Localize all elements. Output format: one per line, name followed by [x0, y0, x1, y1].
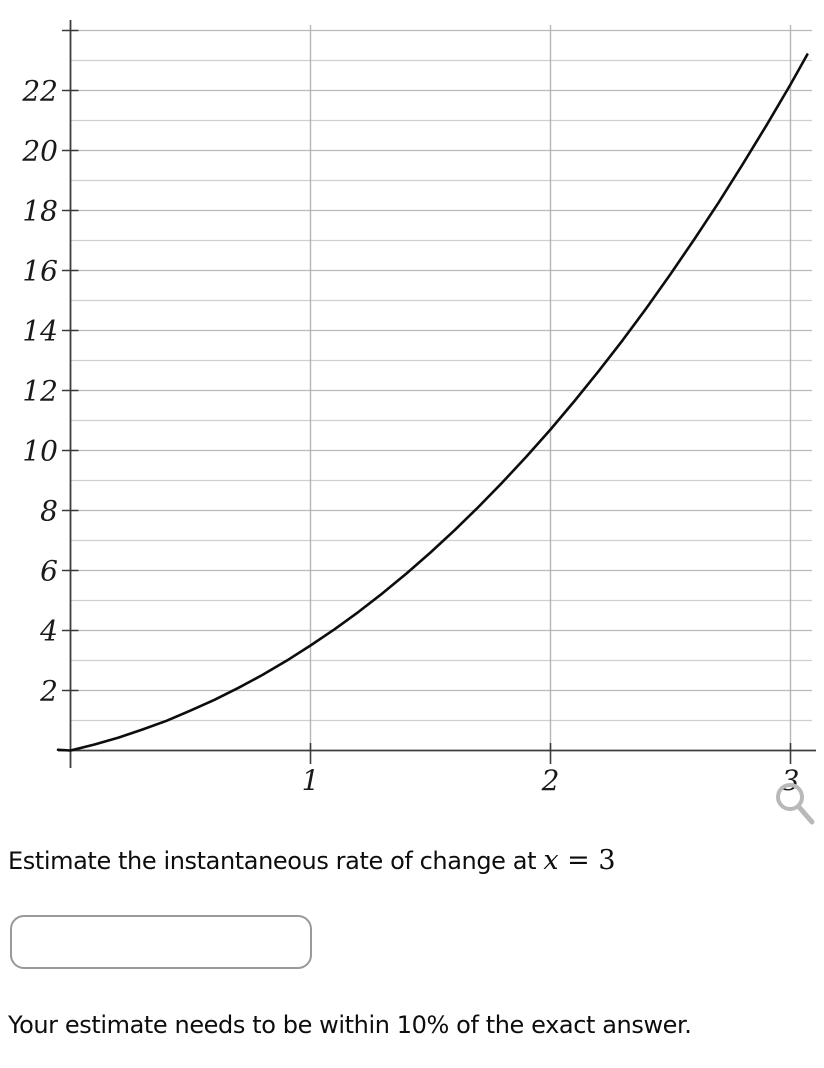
y-tick-label: 4: [39, 615, 58, 648]
y-tick-label: 8: [40, 495, 58, 528]
question-prompt: Estimate the instantaneous rate of chang…: [8, 845, 808, 876]
y-tick-label: 20: [21, 135, 58, 168]
y-tick-label: 18: [22, 195, 58, 228]
y-tick-label: 14: [22, 315, 58, 348]
x-tick-label: 2: [541, 764, 560, 797]
function-graph: 2 4 6 8 10 12 14 16 18 20 22 1 2 3: [21, 20, 816, 825]
y-tick-label: 10: [22, 435, 58, 468]
y-tick-label: 16: [22, 255, 58, 288]
x-tick-label: 3: [782, 764, 800, 797]
y-tick-label: 12: [22, 375, 58, 408]
x-tick-label: 1: [302, 764, 320, 797]
answer-input[interactable]: [10, 915, 312, 969]
y-tick-label: 6: [40, 555, 58, 588]
y-tick-label: 2: [39, 675, 58, 708]
math-variable: x: [543, 845, 559, 876]
prompt-text: Estimate the instantaneous rate of chang…: [8, 847, 544, 875]
tolerance-note: Your estimate needs to be within 10% of …: [8, 1011, 692, 1039]
y-tick-label: 22: [21, 75, 58, 108]
function-curve: [56, 53, 809, 752]
math-equation: = 3: [558, 845, 616, 876]
magnifier-icon[interactable]: [776, 783, 804, 811]
magnifier-handle-icon[interactable]: [796, 804, 815, 825]
